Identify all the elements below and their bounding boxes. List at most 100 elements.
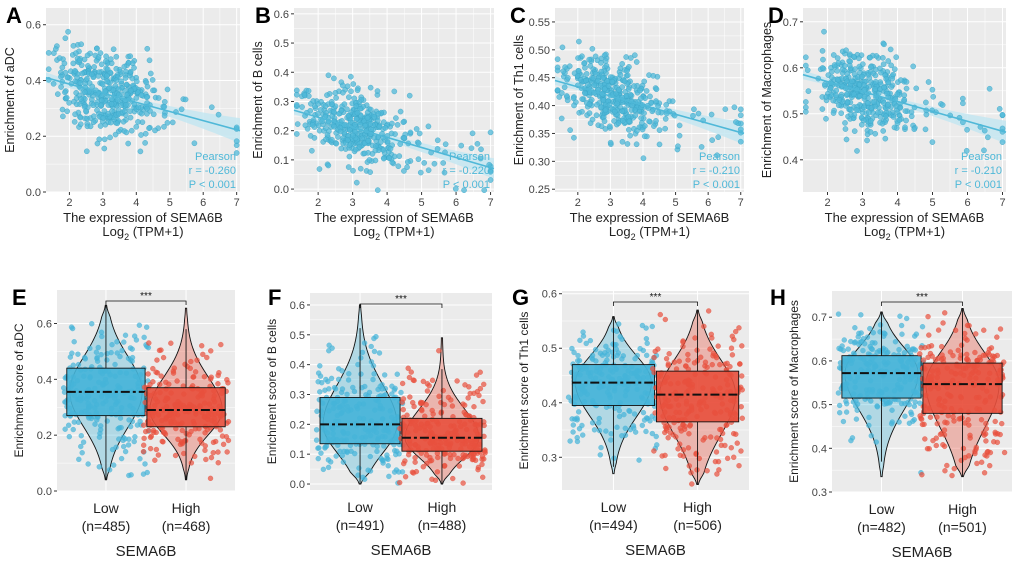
jitter-point: [412, 459, 418, 465]
scatter-point: [353, 103, 360, 110]
jitter-point: [671, 359, 678, 365]
jitter-point: [96, 434, 103, 440]
jitter-point: [65, 422, 72, 428]
jitter-point: [619, 356, 625, 362]
jitter-point: [400, 406, 406, 413]
x-tick-label: 7: [738, 197, 744, 209]
x-tick-label: 6: [453, 197, 459, 209]
group-label: High: [948, 501, 977, 517]
scatter-point: [346, 153, 353, 160]
scatter-point: [881, 41, 887, 48]
scatter-point: [854, 148, 860, 154]
jitter-point: [76, 456, 82, 463]
group-n-label: (n=506): [673, 517, 722, 533]
scatter-point: [624, 72, 631, 79]
jitter-point: [465, 395, 471, 401]
scatter-point: [384, 138, 391, 145]
jitter-point: [897, 313, 903, 319]
regression-line: [293, 109, 495, 170]
scatter-point: [579, 108, 585, 115]
scatter-point: [835, 60, 842, 66]
jitter-point: [640, 409, 647, 416]
jitter-point: [708, 434, 714, 440]
scatter-point: [339, 82, 346, 89]
jitter-point: [864, 334, 871, 340]
jitter-point: [112, 361, 118, 368]
box-iqr: [401, 417, 483, 452]
scatter-point: [146, 125, 152, 131]
jitter-point: [729, 352, 736, 358]
scatter-point: [655, 103, 661, 109]
jitter-point: [145, 371, 151, 377]
scatter-point: [566, 63, 573, 69]
scatter-point: [123, 129, 130, 136]
scatter-point: [830, 97, 837, 104]
scatter-point: [647, 93, 653, 100]
jitter-point: [418, 406, 425, 413]
jitter-point: [78, 443, 84, 450]
jitter-point: [570, 429, 576, 435]
jitter-point: [631, 425, 637, 431]
scatter-point: [100, 115, 107, 121]
panel-letter: C: [510, 3, 526, 28]
jitter-point: [381, 443, 387, 449]
scatter-point: [352, 146, 359, 153]
jitter-point: [104, 357, 110, 363]
x-axis-title: The expression of SEMA6B: [314, 210, 474, 225]
scatter-point: [367, 169, 373, 175]
jitter-point: [666, 351, 672, 357]
scatter-point: [376, 123, 383, 130]
jitter-point: [608, 431, 614, 437]
scatter-point: [389, 120, 395, 127]
scatter-point: [632, 52, 638, 59]
annotation-method: Pearson: [699, 151, 740, 163]
scatter-point: [371, 134, 378, 141]
scatter-point: [833, 92, 839, 98]
scatter-point: [637, 87, 643, 94]
panel-letter: G: [512, 285, 529, 310]
jitter-point: [111, 462, 117, 468]
scatter-point: [101, 145, 108, 152]
scatter-point: [929, 86, 936, 93]
jitter-point: [132, 434, 138, 440]
scatter-point: [325, 72, 332, 79]
group-n-label: (n=468): [162, 518, 211, 534]
jitter-point: [202, 447, 208, 453]
scatter-point: [733, 119, 739, 125]
scatter-point: [331, 123, 337, 130]
jitter-point: [922, 344, 928, 351]
jitter-point: [144, 469, 150, 476]
jitter-point: [316, 445, 322, 451]
x-axis-title: SEMA6B: [371, 542, 432, 559]
jitter-point: [109, 342, 115, 348]
scatter-point: [902, 124, 908, 131]
scatter-point: [164, 86, 171, 93]
x-tick-label: 2: [575, 197, 581, 209]
scatter-point: [627, 91, 634, 98]
scatter-point: [461, 187, 467, 193]
scatter-point: [94, 45, 100, 52]
scatter-point: [135, 104, 142, 110]
scatter-point: [357, 165, 364, 172]
jitter-point: [906, 347, 912, 353]
scatter-point: [387, 145, 394, 152]
jitter-point: [964, 337, 970, 343]
scatter-point: [819, 106, 826, 112]
jitter-point: [960, 445, 967, 452]
jitter-point: [662, 316, 668, 323]
jitter-point: [93, 349, 100, 355]
scatter-point: [346, 94, 352, 100]
scatter-point: [627, 55, 634, 61]
jitter-point: [739, 415, 745, 421]
box-iqr: [571, 364, 656, 406]
jitter-point: [125, 355, 132, 361]
scatter-point: [91, 64, 97, 70]
scatter-point: [358, 97, 364, 103]
scatter-point: [71, 119, 78, 125]
scatter-point: [629, 102, 635, 109]
panel-letter: B: [255, 3, 271, 28]
scatter-point: [348, 88, 354, 95]
jitter-point: [591, 427, 598, 433]
x-tick-label: 5: [929, 197, 935, 209]
scatter-point: [82, 89, 88, 95]
